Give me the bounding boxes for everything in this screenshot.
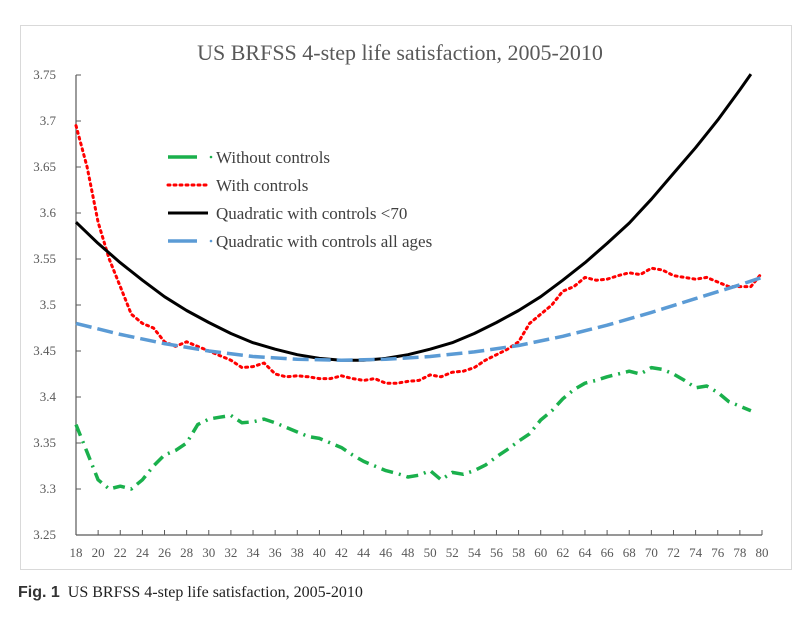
- x-tick-label: 50: [424, 545, 437, 560]
- x-tick-label: 62: [556, 545, 569, 560]
- x-tick-label: 44: [357, 545, 371, 560]
- x-tick-label: 52: [446, 545, 459, 560]
- x-tick-label: 36: [269, 545, 283, 560]
- x-tick-label: 60: [534, 545, 547, 560]
- x-tick-label: 46: [379, 545, 393, 560]
- series-line-with-controls: [74, 124, 764, 385]
- x-tick-label: 64: [578, 545, 592, 560]
- x-tick-label: 22: [114, 545, 127, 560]
- x-tick-label: 80: [756, 545, 769, 560]
- x-tick-label: 78: [733, 545, 746, 560]
- y-tick-label: 3.6: [40, 205, 57, 220]
- x-tick-label: 30: [202, 545, 215, 560]
- chart-frame: [20, 25, 792, 570]
- x-tick-label: 76: [711, 545, 725, 560]
- x-tick-label: 56: [490, 545, 504, 560]
- x-tick-label: 34: [247, 545, 261, 560]
- y-tick-label: 3.75: [33, 67, 56, 82]
- legend-label: Without controls: [216, 148, 330, 167]
- chart-title: US BRFSS 4-step life satisfaction, 2005-…: [197, 40, 603, 65]
- figure-caption: Fig. 1 US BRFSS 4-step life satisfaction,…: [18, 584, 363, 602]
- x-tick-label: 48: [401, 545, 414, 560]
- y-tick-label: 3.3: [40, 481, 56, 496]
- x-tick-label: 66: [601, 545, 615, 560]
- x-tick-label: 26: [158, 545, 172, 560]
- legend-label: Quadratic with controls <70: [216, 204, 407, 223]
- series-line-quadratic-with-controls-all-ages: [75, 275, 763, 362]
- legend-swatch-dot: [209, 155, 213, 159]
- y-tick-label: 3.65: [33, 159, 56, 174]
- y-tick-label: 3.25: [33, 527, 56, 542]
- x-tick-label: 18: [70, 545, 83, 560]
- series-line-quadratic-with-controls-70: [74, 73, 753, 362]
- x-tick-label: 38: [291, 545, 304, 560]
- series-line-without-controls: [74, 365, 752, 491]
- figure-label: Fig. 1: [18, 584, 60, 601]
- x-tick-label: 54: [468, 545, 482, 560]
- legend-label: With controls: [216, 176, 308, 195]
- x-tick-label: 58: [512, 545, 525, 560]
- y-tick-label: 3.4: [40, 389, 57, 404]
- x-tick-label: 32: [224, 545, 237, 560]
- y-tick-label: 3.45: [33, 343, 56, 358]
- legend-label: Quadratic with controls all ages: [216, 232, 432, 251]
- x-tick-label: 72: [667, 545, 680, 560]
- x-tick-label: 24: [136, 545, 150, 560]
- caption-text: US BRFSS 4-step life satisfaction, 2005-…: [67, 584, 363, 601]
- x-tick-label: 74: [689, 545, 703, 560]
- x-tick-label: 20: [92, 545, 105, 560]
- x-tick-label: 28: [180, 545, 193, 560]
- x-tick-label: 70: [645, 545, 658, 560]
- y-tick-label: 3.35: [33, 435, 56, 450]
- x-tick-label: 42: [335, 545, 348, 560]
- y-tick-label: 3.7: [40, 113, 57, 128]
- y-tick-label: 3.5: [40, 297, 56, 312]
- y-tick-label: 3.55: [33, 251, 56, 266]
- x-tick-label: 40: [313, 545, 326, 560]
- x-tick-label: 68: [623, 545, 636, 560]
- legend-swatch-dot: [209, 239, 213, 243]
